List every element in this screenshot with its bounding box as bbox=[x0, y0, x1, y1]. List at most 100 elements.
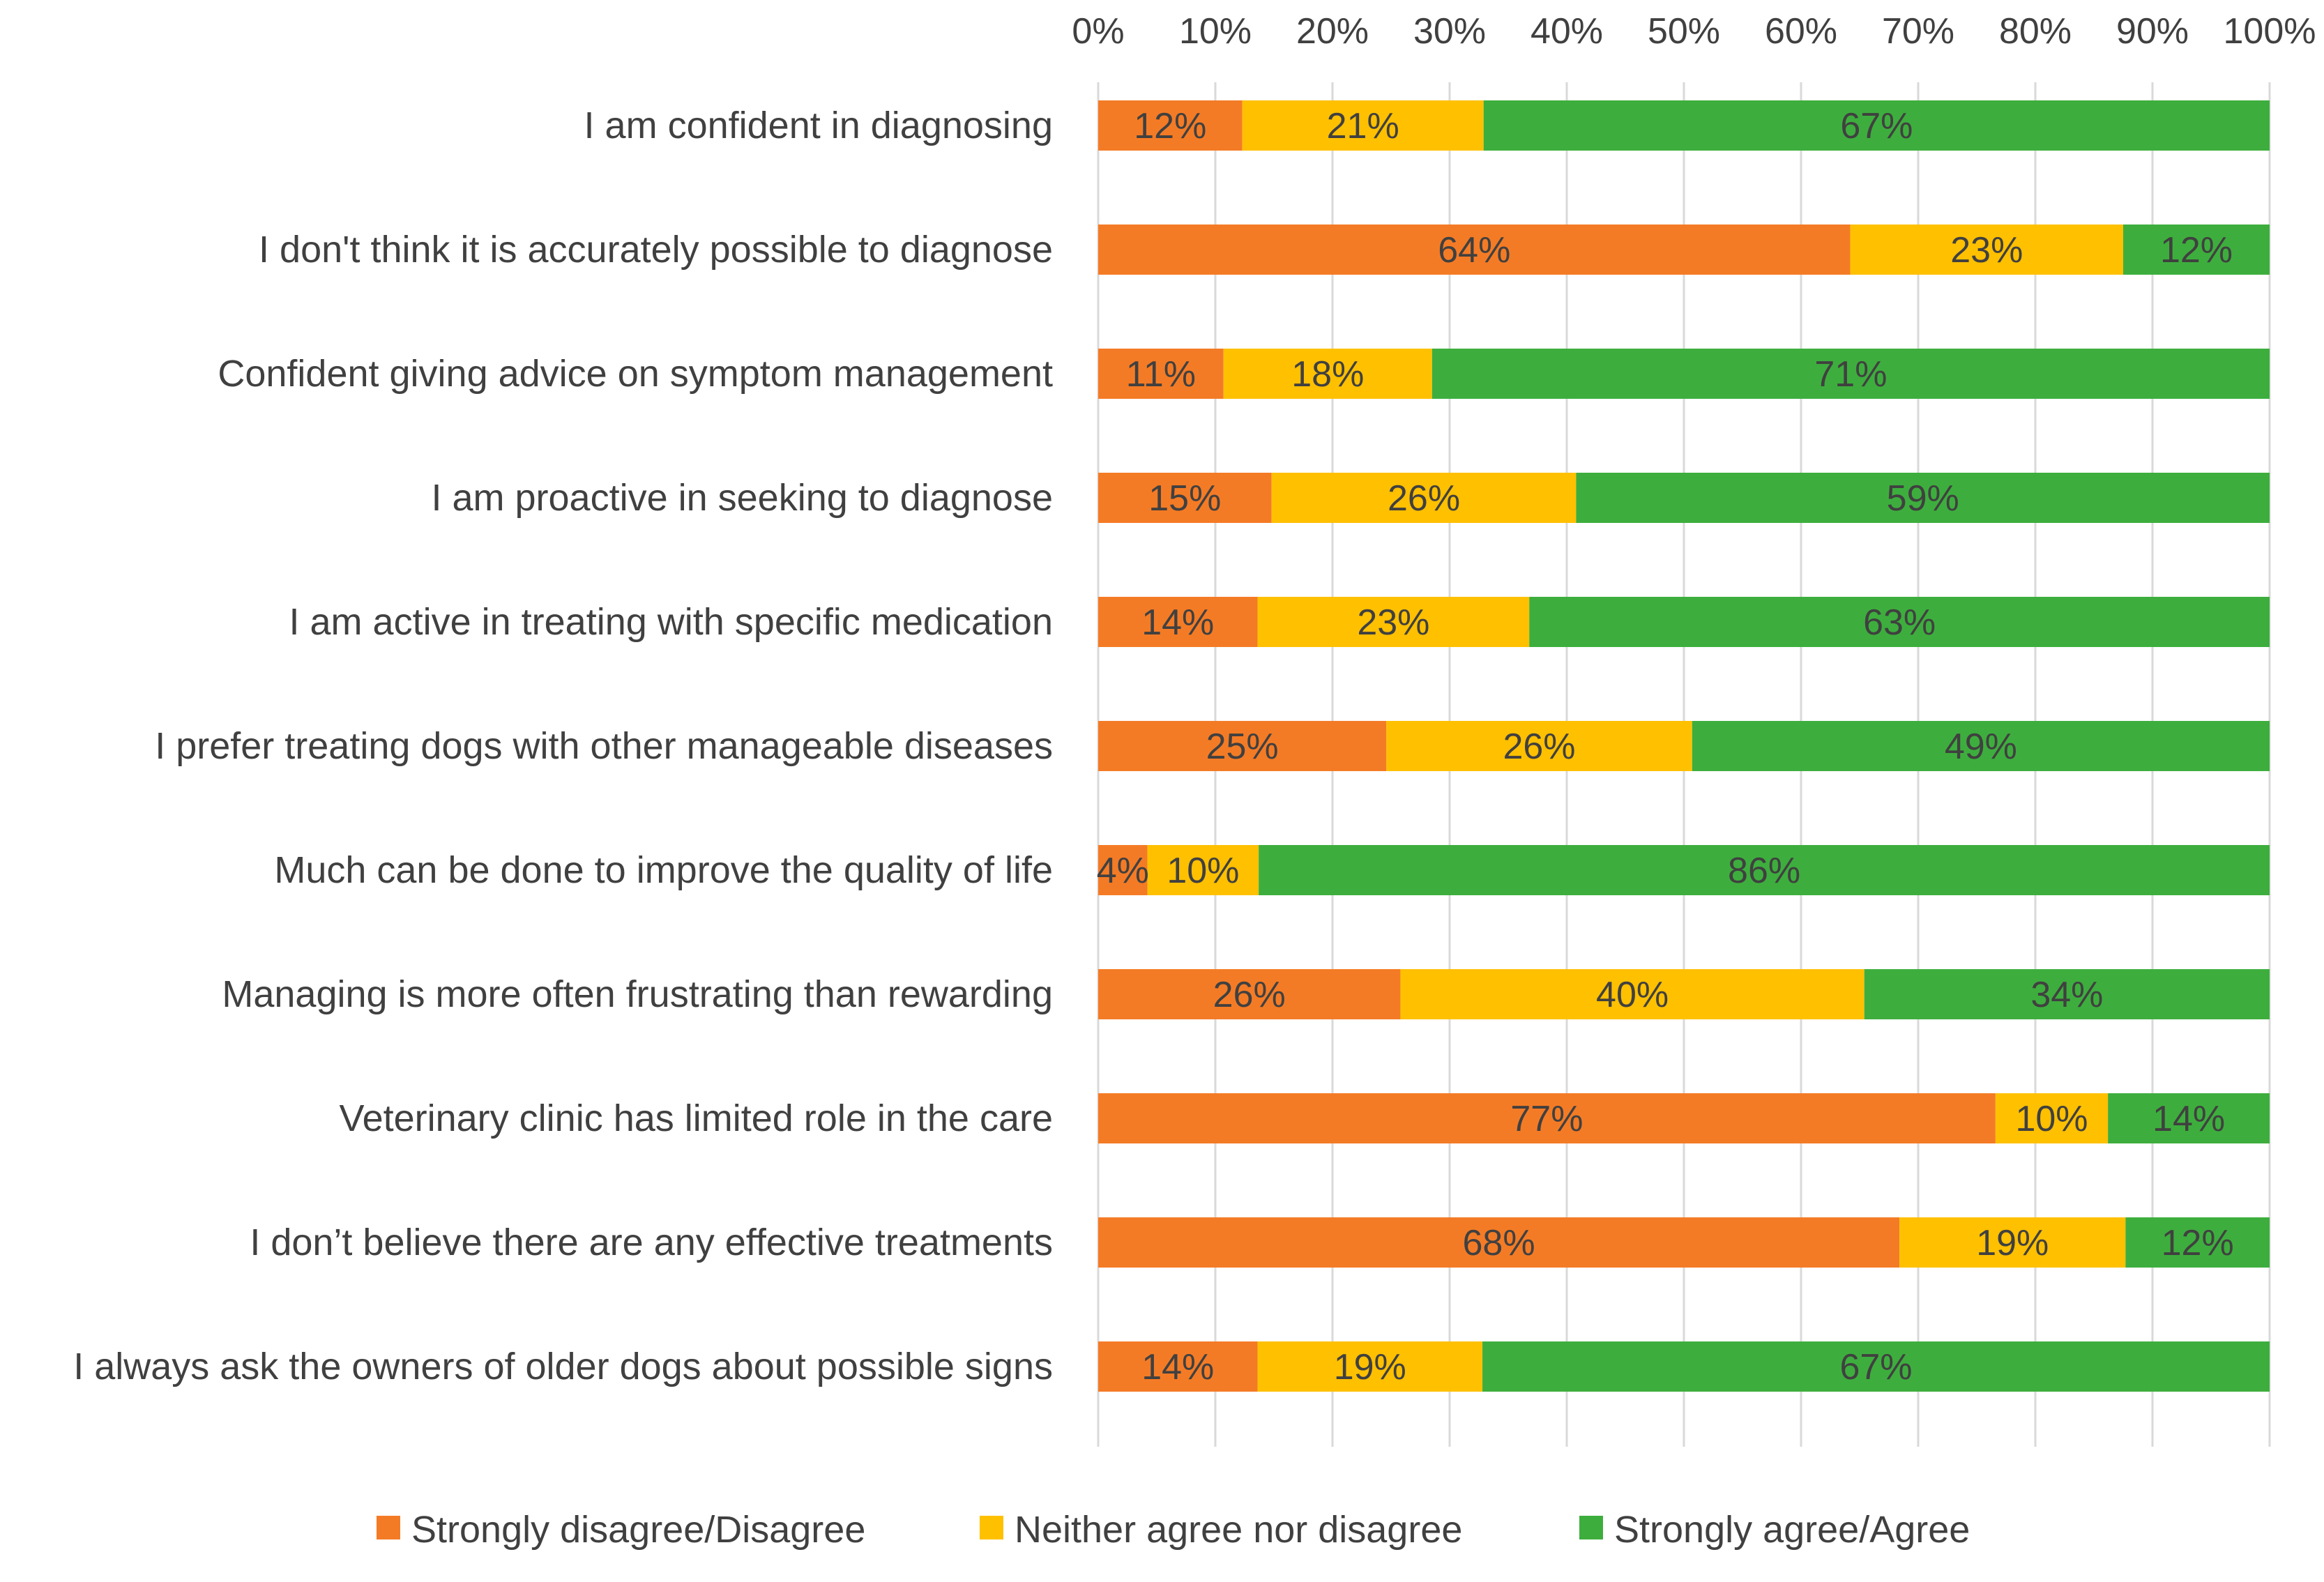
x-tick-label: 50% bbox=[1648, 11, 1720, 52]
data-label: 77% bbox=[1510, 1099, 1583, 1139]
bar-segment bbox=[1386, 721, 1692, 771]
bar-segment bbox=[1257, 597, 1530, 647]
x-tick-label: 60% bbox=[1765, 11, 1837, 52]
bar-segment bbox=[1850, 225, 2123, 275]
legend: Strongly disagree/Disagree Neither agree … bbox=[377, 1509, 1970, 1551]
bar-segment bbox=[1098, 1093, 1996, 1143]
x-tick-label: 10% bbox=[1179, 11, 1252, 52]
bar-segment bbox=[1098, 721, 1387, 771]
bar-segment bbox=[1147, 845, 1259, 895]
data-label: 19% bbox=[1976, 1223, 2049, 1263]
legend-swatch bbox=[377, 1516, 400, 1539]
x-tick-label: 100% bbox=[2224, 11, 2316, 52]
data-label: 67% bbox=[1840, 106, 1913, 146]
bar-segment bbox=[1864, 969, 2270, 1019]
data-label: 26% bbox=[1388, 478, 1460, 519]
bar-segment bbox=[1899, 1217, 2126, 1268]
x-tick-label: 20% bbox=[1296, 11, 1369, 52]
x-axis-ticks: 0% 10% 20% 30% 40% 50% 60% 70% 80% 90% 100% bbox=[1072, 11, 2316, 52]
data-label: 12% bbox=[2162, 1223, 2234, 1263]
data-label: 10% bbox=[1167, 851, 1239, 891]
bar-segment bbox=[1692, 721, 2270, 771]
bar-segment bbox=[2123, 225, 2270, 275]
data-label: 68% bbox=[1463, 1223, 1535, 1263]
data-label: 11% bbox=[1126, 354, 1196, 395]
data-label: 86% bbox=[1728, 851, 1800, 891]
data-label: 14% bbox=[1141, 1347, 1214, 1387]
bar-segment bbox=[2108, 1093, 2270, 1143]
bar-segment bbox=[1098, 473, 1272, 523]
bar-segment bbox=[1483, 100, 2270, 151]
bar-segment bbox=[1271, 473, 1577, 523]
data-label: 25% bbox=[1206, 727, 1279, 767]
bar-segment bbox=[1098, 845, 1148, 895]
x-tick-label: 90% bbox=[2116, 11, 2189, 52]
legend-swatch bbox=[1579, 1516, 1603, 1539]
category-label: Managing is more often frustrating than … bbox=[222, 973, 1053, 1015]
data-label: 49% bbox=[1945, 727, 2017, 767]
data-label: 63% bbox=[1863, 602, 1936, 643]
x-tick-label: 80% bbox=[1999, 11, 2072, 52]
data-label: 71% bbox=[1814, 354, 1887, 395]
bar-segment bbox=[1098, 597, 1258, 647]
category-label: I am proactive in seeking to diagnose bbox=[431, 477, 1053, 519]
data-label: 14% bbox=[1141, 602, 1214, 643]
data-label: 4% bbox=[1097, 851, 1149, 891]
legend-label: Strongly disagree/Disagree bbox=[411, 1509, 865, 1551]
data-label: 14% bbox=[2152, 1099, 2225, 1139]
bar-segment bbox=[1098, 1341, 1258, 1392]
category-label: Veterinary clinic has limited role in th… bbox=[340, 1097, 1053, 1139]
bar-segment bbox=[1098, 1217, 1900, 1268]
legend-swatch bbox=[980, 1516, 1003, 1539]
legend-label: Neither agree nor disagree bbox=[1015, 1509, 1462, 1551]
category-labels: I am confident in diagnosing I don't thin… bbox=[73, 105, 1053, 1387]
bar-segment bbox=[1223, 349, 1432, 399]
x-tick-label: 70% bbox=[1882, 11, 1954, 52]
bar-segment bbox=[2125, 1217, 2270, 1268]
x-tick-label: 40% bbox=[1531, 11, 1603, 52]
category-label: Much can be done to improve the quality … bbox=[274, 849, 1053, 891]
data-label: 10% bbox=[2015, 1099, 2088, 1139]
data-label: 64% bbox=[1438, 230, 1510, 271]
category-label: I am confident in diagnosing bbox=[584, 105, 1053, 146]
category-label: I am active in treating with specific me… bbox=[289, 601, 1053, 643]
category-label: I prefer treating dogs with other manage… bbox=[155, 725, 1053, 767]
data-label: 15% bbox=[1148, 478, 1221, 519]
legend-label: Strongly agree/Agree bbox=[1614, 1509, 1970, 1551]
x-tick-label: 30% bbox=[1413, 11, 1486, 52]
bar-segment bbox=[1098, 969, 1401, 1019]
data-label: 59% bbox=[1887, 478, 1959, 519]
data-label: 19% bbox=[1334, 1347, 1406, 1387]
data-label: 34% bbox=[2030, 975, 2103, 1015]
category-label: I don't think it is accurately possible … bbox=[259, 229, 1053, 271]
bar-segment bbox=[1098, 225, 1851, 275]
bars bbox=[1098, 100, 2270, 1392]
bar-segment bbox=[1098, 100, 1243, 151]
data-label: 12% bbox=[1134, 106, 1206, 146]
data-label: 18% bbox=[1291, 354, 1364, 395]
bar-segment bbox=[1529, 597, 2270, 647]
data-label: 12% bbox=[2160, 230, 2233, 271]
data-label: 23% bbox=[1950, 230, 2023, 271]
data-labels: 12% 21% 67% 64% 23% 12% 11% 18% 71% 15% 26% 59% 14% 2… bbox=[1097, 106, 2234, 1387]
data-label: 40% bbox=[1596, 975, 1669, 1015]
bar-segment bbox=[1995, 1093, 2109, 1143]
x-tick-label: 0% bbox=[1072, 11, 1124, 52]
bar-segment bbox=[1257, 1341, 1483, 1392]
category-label: I always ask the owners of older dogs ab… bbox=[73, 1346, 1053, 1387]
bar-segment bbox=[1400, 969, 1864, 1019]
data-label: 26% bbox=[1213, 975, 1286, 1015]
bar-segment bbox=[1259, 845, 2270, 895]
bar-segment bbox=[1431, 349, 2270, 399]
bar-segment bbox=[1098, 349, 1224, 399]
bar-segment bbox=[1482, 1341, 2270, 1392]
data-label: 26% bbox=[1503, 727, 1575, 767]
bar-segment bbox=[1242, 100, 1484, 151]
category-label: I don’t believe there are any effective … bbox=[250, 1222, 1053, 1263]
data-label: 21% bbox=[1327, 106, 1399, 146]
category-label: Confident giving advice on symptom manag… bbox=[218, 353, 1053, 395]
bar-segment bbox=[1576, 473, 2270, 523]
data-label: 23% bbox=[1357, 602, 1429, 643]
